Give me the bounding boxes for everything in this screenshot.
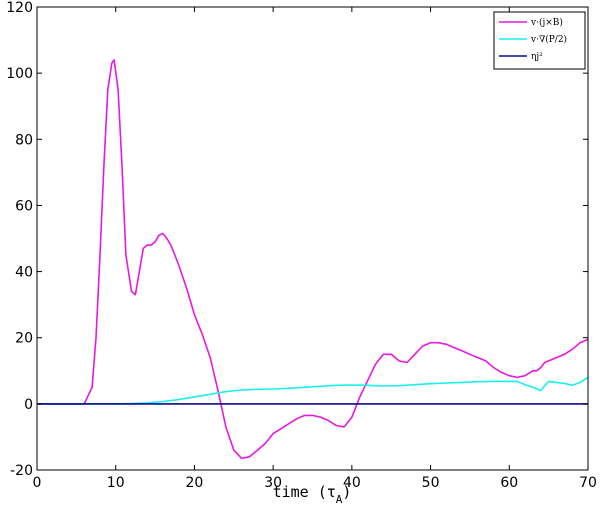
x-axis-title-subscript: A bbox=[336, 493, 343, 506]
y-tick-label-7: 120 bbox=[6, 0, 33, 16]
x-tick-label-4: 40 bbox=[343, 475, 361, 491]
x-tick-label-7: 70 bbox=[579, 475, 597, 491]
legend-label-1: v·∇(P/2) bbox=[530, 34, 567, 45]
plot-frame bbox=[36, 6, 589, 471]
x-axis-title: time (τA) bbox=[273, 483, 352, 506]
plot-background bbox=[37, 7, 588, 470]
y-tick-label-2: 20 bbox=[15, 331, 33, 347]
x-tick-label-5: 50 bbox=[422, 475, 440, 491]
legend-label-0: v·(j×B) bbox=[530, 17, 563, 28]
y-tick-label-0: -20 bbox=[10, 463, 33, 479]
series-line-0 bbox=[37, 59, 589, 460]
x-tick-label-3: 30 bbox=[264, 475, 282, 491]
x-tick-label-2: 20 bbox=[186, 475, 204, 491]
x-tick-label-6: 60 bbox=[500, 475, 518, 491]
legend: v·(j×B) v·∇(P/2) ηj² bbox=[493, 11, 586, 70]
series-line-1 bbox=[37, 376, 589, 405]
y-tick-label-4: 60 bbox=[15, 198, 33, 214]
y-tick-label-1: 0 bbox=[24, 397, 33, 413]
legend-label-2: ηj² bbox=[531, 52, 543, 62]
series-layer bbox=[37, 59, 589, 460]
y-tick-label-3: 40 bbox=[15, 265, 33, 281]
x-tick-label-1: 10 bbox=[107, 475, 125, 491]
x-tick-label-0: 0 bbox=[33, 475, 42, 491]
y-tick-label-5: 80 bbox=[15, 132, 33, 148]
y-tick-label-6: 100 bbox=[6, 66, 33, 82]
